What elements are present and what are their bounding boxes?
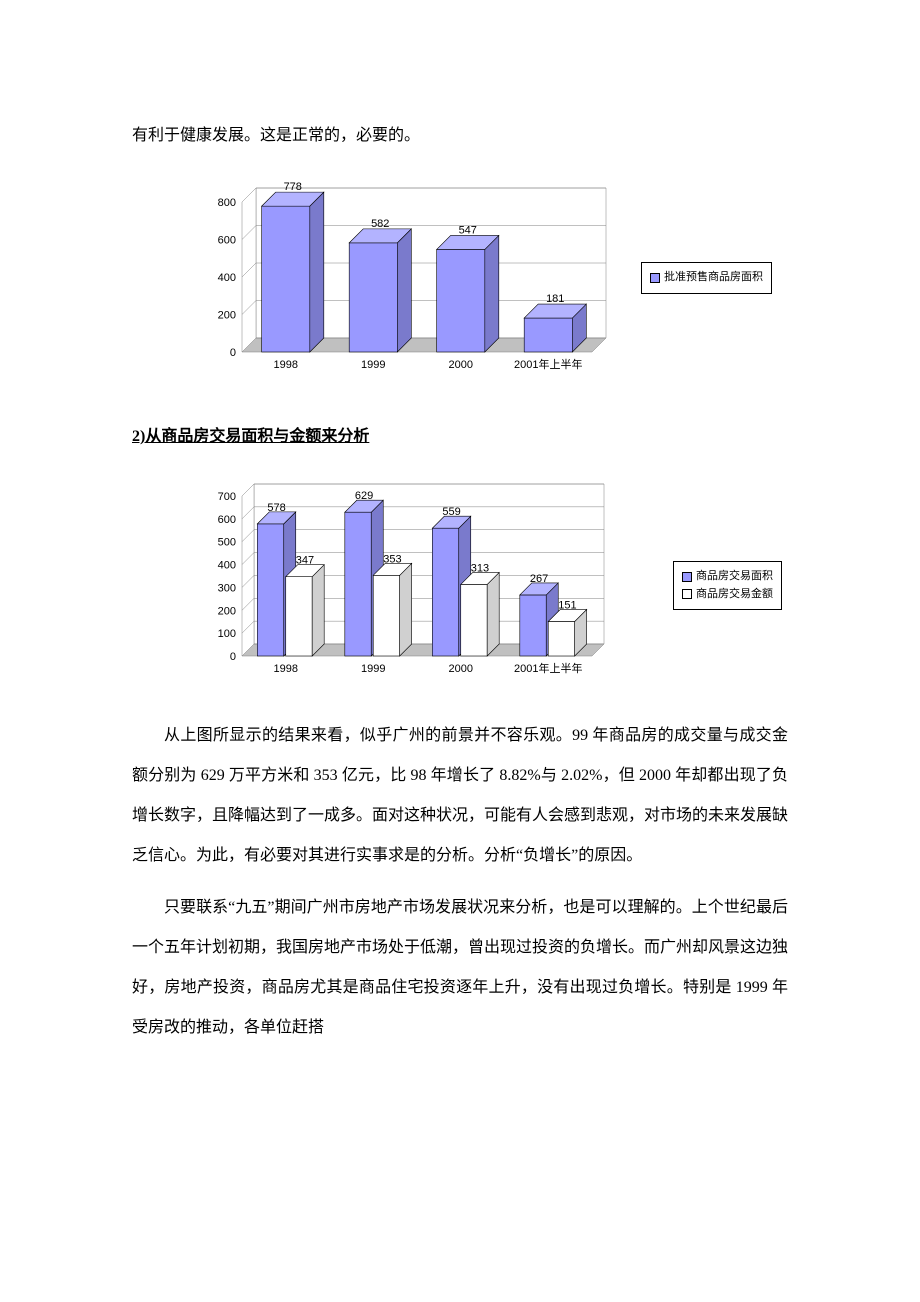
chart1-container: 0 200 400 600 800 778 1998 582 1999 547 2000 181 200…: [192, 182, 692, 382]
chart1-svg: 0 200 400 600 800 778 1998 582 1999 547 2000 181 200…: [192, 182, 612, 382]
chart1-legend-swatch: [650, 273, 660, 283]
chart2-container: 0 100 200 300 400 500 600 700 578 347 1998 629 353 19…: [192, 476, 692, 686]
svg-text:2001年上半年: 2001年上半年: [514, 357, 582, 371]
svg-text:1999: 1999: [361, 663, 385, 675]
svg-text:559: 559: [442, 506, 460, 518]
svg-text:400: 400: [218, 560, 236, 572]
svg-text:2000: 2000: [449, 663, 473, 675]
svg-text:300: 300: [218, 582, 236, 594]
svg-text:700: 700: [218, 491, 236, 503]
svg-text:0: 0: [230, 651, 236, 663]
chart2-svg: 0 100 200 300 400 500 600 700 578 347 1998 629 353 19…: [192, 476, 612, 686]
chart2-legend-swatch-0: [682, 572, 692, 582]
svg-text:151: 151: [558, 599, 576, 611]
svg-text:778: 778: [284, 182, 302, 193]
svg-text:313: 313: [471, 562, 489, 574]
svg-text:1998: 1998: [274, 663, 298, 675]
svg-text:629: 629: [355, 490, 373, 502]
chart2-legend-row-0: 商品房交易面积: [682, 568, 773, 586]
section-heading: 2)从商品房交易面积与金额来分析: [132, 422, 788, 446]
svg-text:1999: 1999: [361, 359, 385, 371]
svg-text:181: 181: [546, 293, 564, 305]
svg-text:600: 600: [218, 514, 236, 526]
svg-text:800: 800: [218, 197, 236, 209]
svg-text:582: 582: [371, 218, 389, 230]
svg-text:500: 500: [218, 537, 236, 549]
paragraph-2: 只要联系“九五”期间广州市房地产市场发展状况来分析，也是可以理解的。上个世纪最后…: [132, 888, 788, 1048]
paragraph-1: 从上图所显示的结果来看，似乎广州的前景并不容乐观。99 年商品房的成交量与成交金…: [132, 716, 788, 876]
svg-text:578: 578: [267, 502, 285, 514]
svg-text:0: 0: [230, 347, 236, 359]
chart2-legend-label-1: 商品房交易金额: [696, 586, 773, 604]
svg-text:347: 347: [296, 555, 314, 567]
chart1-legend-row: 批准预售商品房面积: [650, 269, 763, 287]
svg-text:547: 547: [459, 224, 477, 236]
svg-text:400: 400: [218, 272, 236, 284]
chart1-legend-label: 批准预售商品房面积: [664, 269, 763, 287]
svg-text:267: 267: [530, 573, 548, 585]
chart2-legend-label-0: 商品房交易面积: [696, 568, 773, 586]
svg-text:2001年上半年: 2001年上半年: [514, 661, 582, 675]
chart2-legend-swatch-1: [682, 589, 692, 599]
chart2-legend: 商品房交易面积 商品房交易金额: [673, 561, 782, 610]
svg-text:600: 600: [218, 235, 236, 247]
svg-text:200: 200: [218, 310, 236, 322]
intro-text: 有利于健康发展。这是正常的，必要的。: [132, 120, 788, 152]
svg-text:353: 353: [383, 553, 401, 565]
chart1-legend: 批准预售商品房面积: [641, 262, 772, 294]
svg-text:200: 200: [218, 605, 236, 617]
svg-text:2000: 2000: [449, 359, 473, 371]
chart2-legend-row-1: 商品房交易金额: [682, 586, 773, 604]
svg-text:100: 100: [218, 628, 236, 640]
svg-text:1998: 1998: [274, 359, 298, 371]
